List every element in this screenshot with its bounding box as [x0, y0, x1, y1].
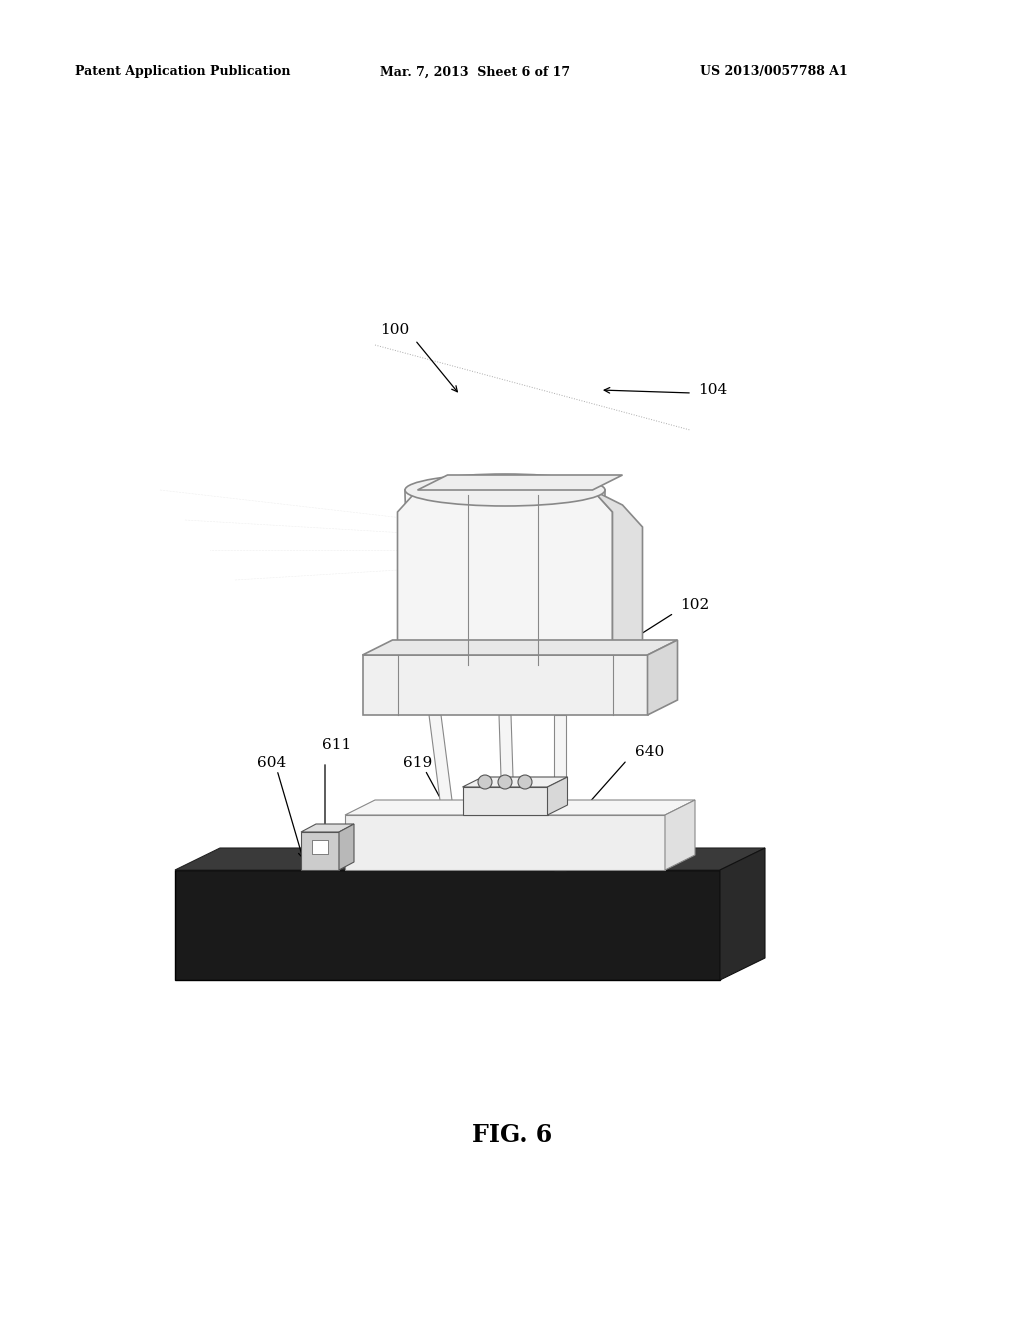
Text: 611: 611 [323, 738, 351, 752]
Bar [345, 814, 665, 870]
Text: Mar. 7, 2013  Sheet 6 of 17: Mar. 7, 2013 Sheet 6 of 17 [380, 66, 570, 78]
Bar [175, 870, 720, 979]
Polygon shape [397, 490, 612, 671]
Polygon shape [406, 490, 605, 655]
Polygon shape [720, 847, 765, 979]
Bar [463, 787, 548, 814]
Polygon shape [548, 777, 567, 814]
Polygon shape [345, 800, 695, 814]
Polygon shape [429, 715, 461, 870]
Text: 102: 102 [680, 598, 710, 612]
Polygon shape [362, 655, 647, 715]
Text: 619: 619 [403, 756, 432, 770]
Polygon shape [175, 847, 765, 870]
Text: 640: 640 [635, 744, 665, 759]
Text: 104: 104 [698, 383, 727, 397]
Ellipse shape [406, 474, 605, 506]
Bar [301, 832, 339, 870]
Circle shape [498, 775, 512, 789]
Text: Patent Application Publication: Patent Application Publication [75, 66, 291, 78]
Polygon shape [554, 715, 566, 870]
Polygon shape [647, 640, 678, 715]
Polygon shape [463, 777, 567, 787]
Text: 100: 100 [380, 323, 410, 337]
Text: FIG. 6: FIG. 6 [472, 1123, 552, 1147]
Polygon shape [593, 490, 642, 685]
Bar [312, 840, 328, 854]
Polygon shape [362, 640, 678, 655]
Text: US 2013/0057788 A1: US 2013/0057788 A1 [700, 66, 848, 78]
Polygon shape [301, 824, 354, 832]
Polygon shape [499, 715, 516, 870]
Circle shape [518, 775, 532, 789]
Polygon shape [339, 824, 354, 870]
Polygon shape [665, 800, 695, 870]
Polygon shape [418, 475, 623, 490]
Circle shape [478, 775, 492, 789]
Text: 604: 604 [257, 756, 287, 770]
